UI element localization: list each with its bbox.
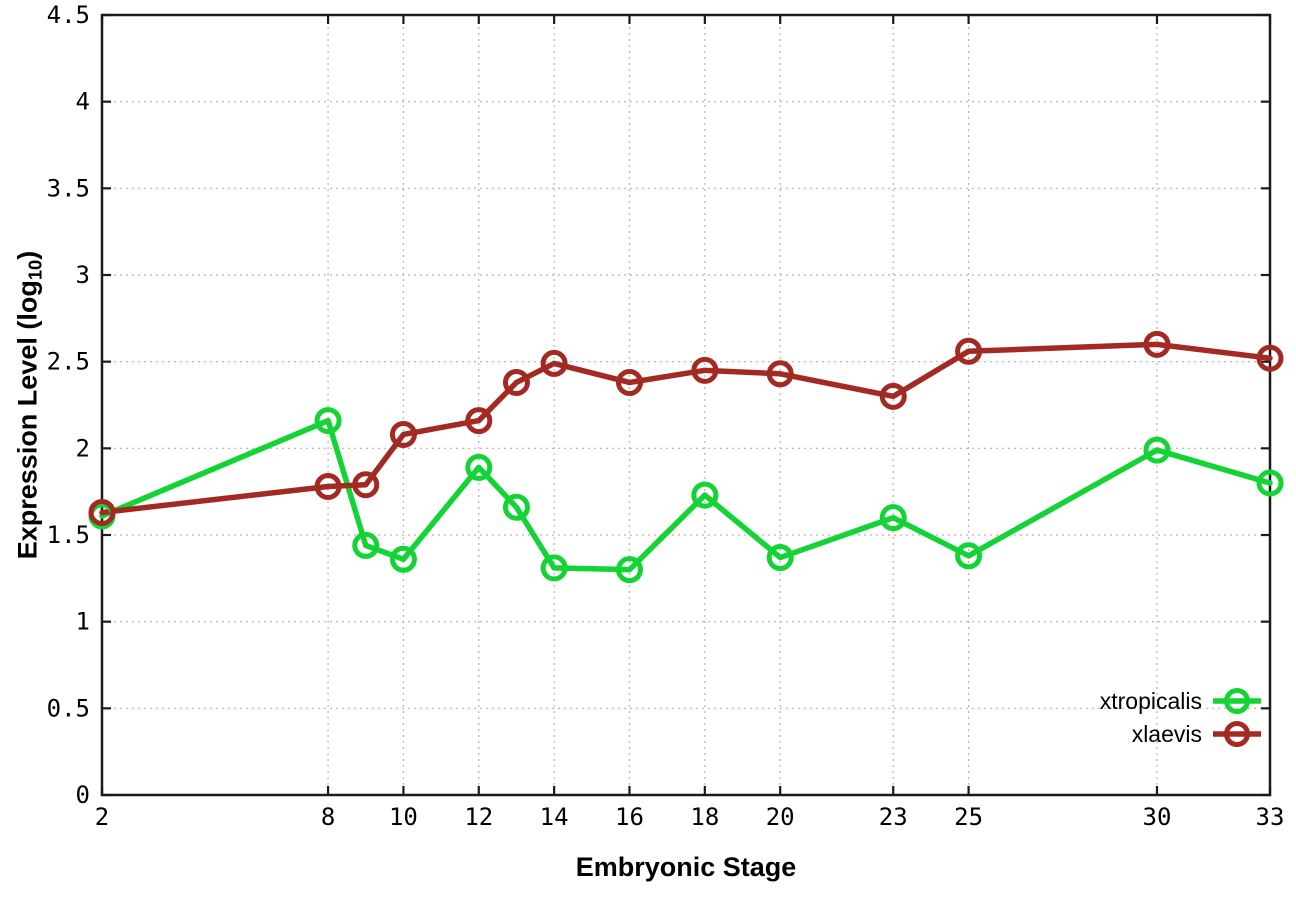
legend-label-xlaevis: xlaevis: [1131, 721, 1202, 747]
data-point-xtropicalis: [389, 545, 417, 573]
data-point-xlaevis: [691, 356, 719, 384]
plot-border: [100, 13, 1272, 797]
data-point-xlaevis: [955, 337, 983, 365]
x-tick-label: 2: [95, 803, 109, 831]
data-point-xlaevis: [540, 349, 568, 377]
legend-marker-xtropicalis-icon: [1213, 688, 1261, 714]
data-point-xtropicalis: [540, 554, 568, 582]
data-point-xtropicalis: [502, 493, 530, 521]
y-tick-label: 1.5: [47, 521, 90, 549]
data-point-xtropicalis: [1256, 469, 1284, 497]
data-point-xlaevis: [615, 368, 643, 396]
y-tick-label: 4.5: [47, 1, 90, 29]
x-tick-label: 10: [389, 803, 418, 831]
y-tick-label: 3.5: [47, 174, 90, 202]
x-tick-label: 12: [464, 803, 493, 831]
data-point-xlaevis: [465, 407, 493, 435]
data-point-xlaevis: [1256, 344, 1284, 372]
data-point-xtropicalis: [615, 556, 643, 584]
x-tick-label: 8: [321, 803, 335, 831]
data-point-xlaevis: [314, 472, 342, 500]
y-tick-label: 2: [76, 434, 90, 462]
x-tick-label: 14: [540, 803, 569, 831]
data-point-xlaevis: [389, 420, 417, 448]
x-axis-title: Embryonic Stage: [575, 852, 797, 882]
data-point-xlaevis: [352, 471, 380, 499]
y-tick-label: 2.5: [47, 348, 90, 376]
y-axis-title-text: Expression Level (log: [12, 280, 43, 560]
x-tick-label: 20: [766, 803, 795, 831]
x-tick-label: 25: [954, 803, 983, 831]
y-tick-label: 1: [76, 608, 90, 636]
x-tick-label: 16: [615, 803, 644, 831]
x-tick-label: 18: [690, 803, 719, 831]
data-point-xtropicalis: [314, 407, 342, 435]
y-tick-label: 0.5: [47, 694, 90, 722]
legend-row-xlaevis: xlaevis: [1132, 719, 1262, 749]
y-axis-title-subscript: 10: [24, 259, 46, 281]
data-point-xtropicalis: [691, 481, 719, 509]
data-point-xlaevis: [88, 498, 116, 526]
series-line-xtropicalis: [99, 417, 1273, 573]
data-point-xtropicalis: [1143, 436, 1171, 464]
y-axis-title: Expression Level (log10): [12, 251, 46, 560]
data-point-xtropicalis: [766, 544, 794, 572]
y-tick-label: 4: [76, 88, 90, 116]
x-tick-label: 33: [1256, 803, 1285, 831]
legend: xtropicalis xlaevis: [1100, 686, 1262, 749]
data-point-xlaevis: [502, 368, 530, 396]
x-tick-label: 23: [879, 803, 908, 831]
legend-row-xtropicalis: xtropicalis: [1100, 686, 1262, 716]
legend-label-xtropicalis: xtropicalis: [1099, 688, 1202, 714]
x-tick-label: 30: [1143, 803, 1172, 831]
data-point-xtropicalis: [879, 504, 907, 532]
y-tick-label: 3: [76, 261, 90, 289]
y-tick-label: 0: [76, 781, 90, 809]
data-point-xlaevis: [1143, 330, 1171, 358]
data-point-xtropicalis: [465, 453, 493, 481]
legend-marker-xlaevis-icon: [1213, 721, 1261, 747]
data-point-xlaevis: [879, 382, 907, 410]
data-point-xtropicalis: [955, 542, 983, 570]
data-point-xtropicalis: [352, 531, 380, 559]
data-point-xlaevis: [766, 360, 794, 388]
